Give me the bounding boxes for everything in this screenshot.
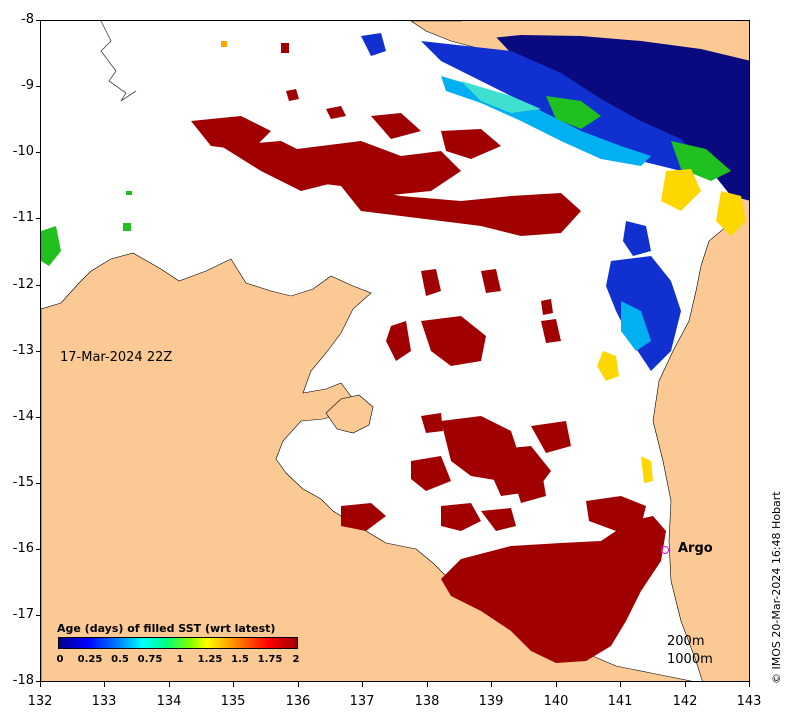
credit-text: © IMOS 20-Mar-2024 16:48 Hobart — [770, 491, 783, 684]
x-tick-label: 142 — [672, 694, 698, 709]
x-tickmark — [104, 682, 105, 687]
legend-tick: 1.5 — [231, 654, 249, 665]
x-tickmark — [362, 682, 363, 687]
x-tick-label: 132 — [27, 694, 53, 709]
coast-detail — [100, 21, 137, 102]
x-tick-label: 138 — [414, 694, 440, 709]
groote-eylandt — [325, 394, 374, 434]
x-tickmark — [491, 682, 492, 687]
y-tick-label: -17 — [12, 607, 34, 622]
y-tick-label: -12 — [12, 277, 34, 292]
x-tickmark — [169, 682, 170, 687]
y-tickmark — [36, 86, 40, 87]
y-tickmark — [36, 549, 40, 550]
y-tickmark — [36, 417, 40, 418]
y-tickmark — [36, 218, 40, 219]
x-tickmark — [685, 682, 686, 687]
legend-title: Age (days) of filled SST (wrt latest) — [57, 622, 276, 635]
legend-tick: 0.75 — [137, 654, 163, 665]
y-tickmark — [36, 483, 40, 484]
x-tick-label: 141 — [607, 694, 633, 709]
y-tick-label: -14 — [12, 409, 34, 424]
x-tick-label: 134 — [156, 694, 182, 709]
sst-age-map — [41, 21, 749, 681]
y-tick-label: -18 — [12, 673, 34, 688]
y-tickmark — [36, 152, 40, 153]
legend-tick: 2 — [292, 654, 300, 665]
legend-tick: 0.5 — [111, 654, 129, 665]
x-tickmark — [233, 682, 234, 687]
argo-label: Argo — [678, 541, 713, 556]
y-tickmark — [36, 285, 40, 286]
y-tick-label: -11 — [12, 210, 34, 225]
y-tickmark — [36, 615, 40, 616]
y-tickmark — [36, 681, 40, 682]
x-tick-label: 137 — [349, 694, 375, 709]
x-tickmark — [749, 682, 750, 687]
x-tick-label: 143 — [736, 694, 762, 709]
x-tick-label: 139 — [478, 694, 504, 709]
legend-colorbar — [58, 637, 298, 649]
y-tick-label: -9 — [21, 78, 34, 93]
recent-sst-patches — [41, 33, 746, 483]
legend-tick: 1.75 — [257, 654, 283, 665]
y-tick-label: -10 — [12, 144, 34, 159]
legend-tick: 0.25 — [77, 654, 103, 665]
old-sst-patches — [191, 89, 666, 663]
legend-tick: 1 — [176, 654, 184, 665]
y-tickmark — [36, 20, 40, 21]
y-tickmark — [36, 351, 40, 352]
y-tick-label: -15 — [12, 475, 34, 490]
y-tick-label: -13 — [12, 343, 34, 358]
x-tick-label: 136 — [285, 694, 311, 709]
x-tickmark — [427, 682, 428, 687]
land-new-guinea-shore — [461, 21, 749, 61]
x-tickmark — [40, 682, 41, 687]
map-area[interactable] — [40, 20, 750, 682]
land-new-guinea — [481, 21, 749, 201]
legend-tick: 1.25 — [197, 654, 223, 665]
x-tickmark — [556, 682, 557, 687]
x-tickmark — [298, 682, 299, 687]
legend-tick: 0 — [56, 654, 64, 665]
argo-float-marker[interactable] — [661, 546, 669, 554]
y-tick-label: -16 — [12, 541, 34, 556]
y-tick-label: -8 — [21, 12, 34, 27]
depth-contour-label-1000: 1000m — [667, 652, 713, 667]
x-tickmark — [620, 682, 621, 687]
depth-contour-label-200: 200m — [667, 634, 705, 649]
x-tick-label: 135 — [220, 694, 246, 709]
x-tick-label: 140 — [543, 694, 569, 709]
x-tick-label: 133 — [91, 694, 117, 709]
date-label: 17-Mar-2024 22Z — [60, 350, 173, 365]
